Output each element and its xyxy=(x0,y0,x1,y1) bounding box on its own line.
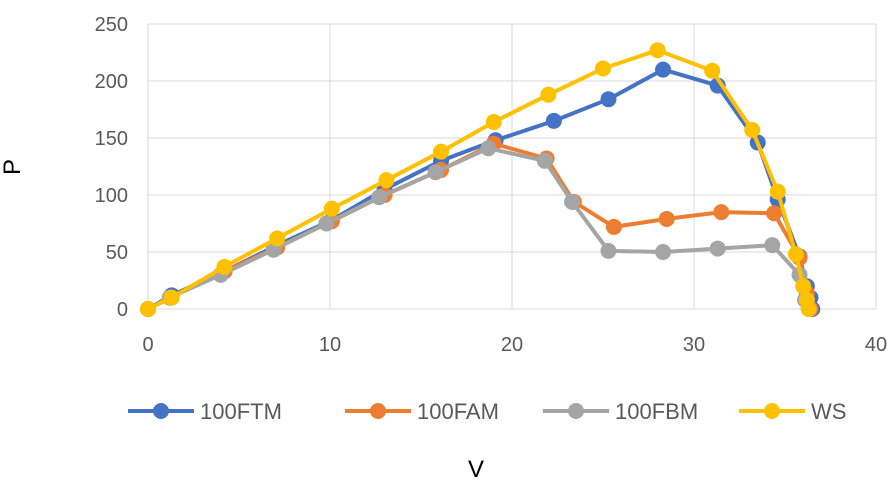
legend-swatch-marker xyxy=(568,403,584,419)
data-point-ws xyxy=(269,230,286,247)
x-axis-title: V xyxy=(468,456,484,479)
legend-item-100ftm: 100FTM xyxy=(128,399,282,424)
data-point-ws xyxy=(787,246,804,263)
series-100fam xyxy=(140,135,819,317)
legend-label: WS xyxy=(811,399,846,424)
legend-label: 100FAM xyxy=(417,399,499,424)
series-line-ws xyxy=(146,48,811,311)
data-point-100fbm xyxy=(427,164,444,181)
data-point-ws xyxy=(323,200,340,217)
series-line-100fbm xyxy=(146,146,811,311)
y-tick-label: 250 xyxy=(95,14,128,36)
data-point-100fbm xyxy=(600,242,617,259)
x-tick-label: 40 xyxy=(865,334,887,356)
data-point-100ftm xyxy=(655,61,672,78)
data-point-100fam xyxy=(658,210,675,227)
data-point-100fam xyxy=(713,204,730,221)
x-tick-label: 10 xyxy=(319,334,341,356)
data-point-ws xyxy=(485,114,502,131)
data-point-ws xyxy=(216,258,233,275)
legend-swatch-marker xyxy=(153,403,169,419)
data-point-ws xyxy=(140,301,156,317)
data-point-100fbm xyxy=(371,189,388,206)
series-ws xyxy=(140,42,817,317)
legend-item-100fam: 100FAM xyxy=(345,399,499,424)
data-point-ws xyxy=(800,301,817,317)
legend: 100FTM 100FAM 100FBM WS xyxy=(128,399,846,424)
legend-label: 100FTM xyxy=(200,399,282,424)
data-point-100fbm xyxy=(536,152,553,169)
legend-swatch-marker xyxy=(370,403,386,419)
y-tick-label: 200 xyxy=(95,71,128,93)
data-point-ws xyxy=(163,289,180,306)
data-point-100ftm xyxy=(545,112,562,129)
data-point-100fbm xyxy=(709,240,726,257)
series-100fbm xyxy=(140,140,817,317)
data-point-100fbm xyxy=(318,215,335,232)
data-point-ws xyxy=(649,42,666,59)
legend-label: 100FBM xyxy=(615,399,698,424)
x-tick-label: 0 xyxy=(142,334,153,356)
x-tick-label: 20 xyxy=(501,334,523,356)
y-tick-label: 0 xyxy=(117,299,128,321)
x-tick-label: 30 xyxy=(683,334,705,356)
data-point-100fbm xyxy=(564,193,581,210)
data-point-ws xyxy=(744,122,761,139)
y-tick-label: 50 xyxy=(106,242,128,264)
data-point-100fbm xyxy=(480,140,497,157)
data-point-100fam xyxy=(766,205,783,222)
data-point-ws xyxy=(595,60,611,77)
data-point-ws xyxy=(433,143,450,160)
data-point-ws xyxy=(704,62,721,79)
data-point-ws xyxy=(769,183,786,200)
y-tick-label: 150 xyxy=(95,128,128,150)
data-point-ws xyxy=(795,278,812,295)
data-point-ws xyxy=(540,86,557,103)
legend-item-ws: WS xyxy=(739,399,846,424)
series-100ftm xyxy=(140,61,821,317)
legend-item-100fbm: 100FBM xyxy=(543,399,698,424)
series-line-100fam xyxy=(146,141,813,311)
y-axis-title: P xyxy=(0,159,26,175)
y-axis-ticks: 0 50 100 150 200 250 xyxy=(95,14,128,321)
y-tick-label: 100 xyxy=(95,185,128,207)
series-group xyxy=(140,42,821,317)
data-point-ws xyxy=(378,172,395,189)
data-point-100fbm xyxy=(764,237,781,254)
x-axis-ticks: 0 10 20 30 40 xyxy=(142,334,887,356)
data-point-100ftm xyxy=(600,91,617,108)
legend-swatch-marker xyxy=(764,403,780,419)
data-point-100fbm xyxy=(655,244,672,260)
series-line-100ftm xyxy=(146,67,815,311)
data-point-100fam xyxy=(605,218,622,235)
